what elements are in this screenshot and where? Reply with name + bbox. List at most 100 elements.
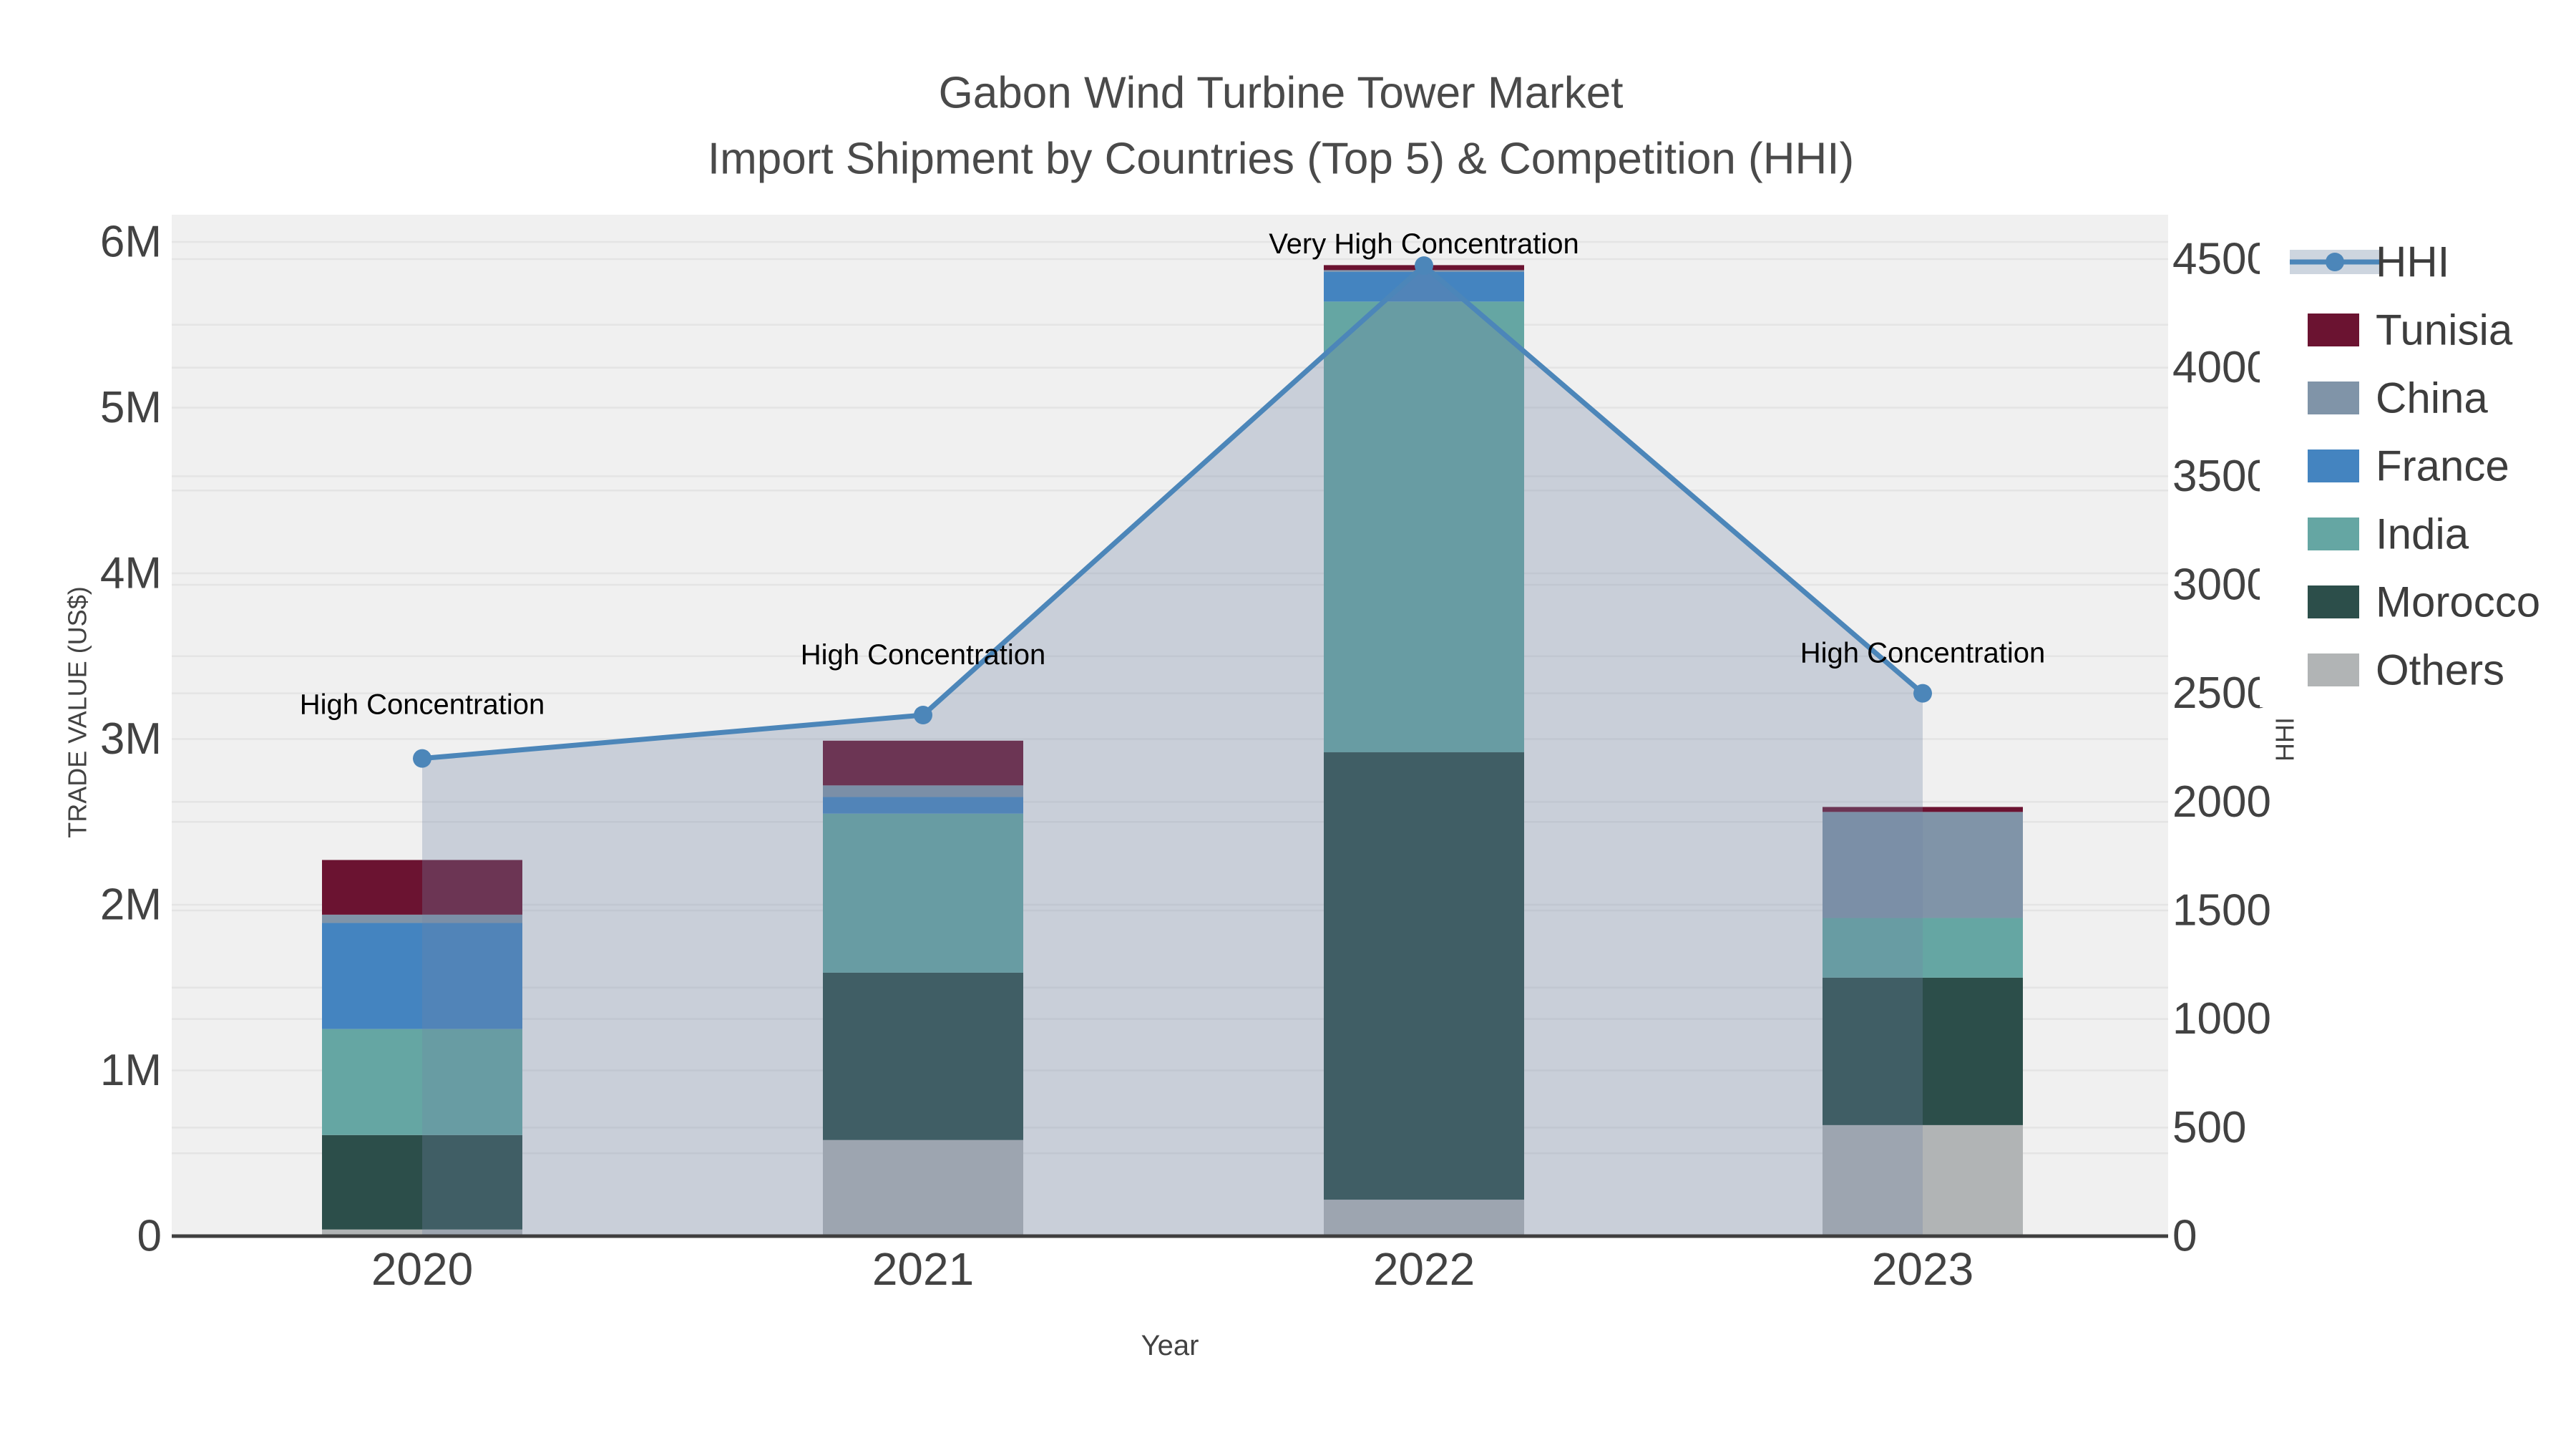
x-axis-line — [172, 1234, 2168, 1238]
stacked-bars-layer — [322, 265, 2023, 1236]
y-left-axis-title: TRADE VALUE (US$) — [63, 586, 92, 837]
gridline-right — [172, 258, 2168, 261]
legend-swatch-morocco — [2308, 585, 2359, 618]
x-tick-label-2020: 2020 — [371, 1243, 473, 1295]
hhi-marker-2020 — [413, 749, 431, 768]
bar-segment-tunisia-2021 — [823, 740, 1023, 786]
gridline-right — [172, 1018, 2168, 1020]
legend-swatch-china — [2308, 382, 2359, 414]
gridline-left — [172, 1069, 2168, 1071]
hhi-marker-2022 — [1415, 256, 1433, 276]
gridline-left — [172, 903, 2168, 906]
legend-item-hhi[interactable]: HHI — [2290, 238, 2449, 286]
legend-swatch-india — [2308, 517, 2359, 550]
y-left-tick-label: 4M — [100, 549, 162, 598]
legend-swatch-tunisia — [2308, 314, 2359, 346]
legend-label: China — [2376, 374, 2488, 422]
gridline-right — [172, 475, 2168, 477]
legend-swatch-france — [2308, 449, 2359, 482]
gridline-left — [172, 738, 2168, 740]
legend-label: Tunisia — [2376, 306, 2513, 354]
hhi-line-layer — [413, 256, 1932, 768]
bar-segment-morocco-2021 — [823, 972, 1023, 1140]
annotations-layer: High Concentration High Concentration Very… — [300, 228, 2045, 721]
bar-segment-india-2020 — [322, 1029, 522, 1135]
gridline-right — [172, 801, 2168, 803]
bar-segment-india-2021 — [823, 813, 1023, 973]
chart-title-line1: Gabon Wind Turbine Tower Market — [939, 69, 1624, 118]
legend-label: HHI — [2376, 238, 2449, 286]
gridline-right — [172, 1127, 2168, 1129]
tick-labels-layer: 0 1M 2M 3M 4M 5M 6M 0 500 1000 1500 2000 2500 3000 350… — [100, 218, 2271, 1296]
bar-segment-morocco-2023 — [1823, 977, 2023, 1125]
legend-item-france[interactable]: France — [2308, 442, 2509, 490]
gridline-left — [172, 655, 2168, 657]
bar-segment-france-2022 — [1324, 271, 1524, 302]
bar-segment-france-2020 — [322, 923, 522, 1029]
bar-segment-others-2021 — [823, 1139, 1023, 1236]
x-tick-label-2022: 2022 — [1373, 1243, 1475, 1295]
y-right-tick-label: 4000 — [2172, 343, 2271, 392]
legend-item-india[interactable]: India — [2308, 510, 2469, 558]
y-right-tick-label: 3500 — [2172, 452, 2271, 501]
bar-segment-morocco-2020 — [322, 1134, 522, 1230]
y-left-tick-label: 1M — [100, 1046, 162, 1095]
bar-segment-china-2021 — [823, 785, 1023, 797]
chart-title-line2: Import Shipment by Countries (Top 5) & C… — [708, 135, 1854, 184]
y-left-tick-label: 6M — [100, 218, 162, 267]
bar-segment-tunisia-2023 — [1823, 807, 2023, 812]
legend-item-others[interactable]: Others — [2308, 646, 2504, 694]
legend-item-morocco[interactable]: Morocco — [2308, 578, 2540, 626]
x-axis-title: Year — [1141, 1330, 1199, 1361]
y-right-axis-title: HHI — [2270, 717, 2300, 762]
y-left-tick-label: 2M — [100, 880, 162, 930]
gridline-left — [172, 821, 2168, 823]
gridline-right — [172, 366, 2168, 369]
gridline-right — [172, 583, 2168, 586]
bar-segment-others-2020 — [322, 1229, 522, 1236]
gridline-right — [172, 909, 2168, 912]
axis-layer — [172, 1234, 2168, 1238]
x-tick-label-2021: 2021 — [872, 1243, 974, 1295]
hhi-line — [421, 263, 1925, 762]
gridline-left — [172, 1152, 2168, 1155]
bar-segment-others-2023 — [1823, 1124, 2023, 1236]
y-right-tick-label: 1000 — [2172, 994, 2271, 1044]
hhi-marker-2021 — [914, 706, 932, 724]
annotation-2020: High Concentration — [300, 689, 545, 721]
hhi-area-fill-layer — [422, 266, 1923, 1237]
bar-segment-others-2022 — [1324, 1200, 1524, 1236]
legend-label: Others — [2376, 646, 2504, 694]
y-left-tick-label: 0 — [137, 1212, 162, 1261]
bar-segment-india-2023 — [1823, 918, 2023, 978]
legend-label: India — [2376, 510, 2469, 558]
bar-segment-china-2020 — [322, 914, 522, 923]
gridline-left — [172, 572, 2168, 575]
hhi-marker-2023 — [1913, 684, 1932, 703]
legend-label: France — [2376, 442, 2509, 490]
legend-label: Morocco — [2376, 578, 2540, 626]
bar-segment-tunisia-2020 — [322, 860, 522, 915]
y-right-tick-label: 500 — [2172, 1103, 2246, 1152]
bar-segment-india-2022 — [1324, 301, 1524, 753]
legend: HHI Tunisia China France India Morocco Others — [2260, 235, 2576, 707]
y-right-tick-label: 2000 — [2172, 777, 2271, 827]
legend-swatch-others — [2308, 653, 2359, 686]
y-left-tick-label: 5M — [100, 383, 162, 432]
y-right-tick-label: 4500 — [2172, 235, 2271, 284]
gridline-left — [172, 324, 2168, 326]
annotation-2023: High Concentration — [1800, 638, 2045, 669]
y-right-tick-label: 2500 — [2172, 669, 2271, 718]
annotation-2022: Very High Concentration — [1269, 228, 1579, 260]
bar-segment-france-2021 — [823, 797, 1023, 814]
legend-item-tunisia[interactable]: Tunisia — [2308, 306, 2513, 354]
gridline-left — [172, 407, 2168, 409]
y-right-tick-label: 0 — [2172, 1212, 2197, 1261]
annotation-2021: High Concentration — [801, 639, 1045, 671]
hhi-legend-marker — [2326, 253, 2344, 271]
x-tick-label-2023: 2023 — [1872, 1243, 1974, 1295]
hhi-area-fill — [422, 266, 1923, 1237]
legend-item-china[interactable]: China — [2308, 374, 2488, 422]
bar-segment-morocco-2022 — [1324, 752, 1524, 1200]
